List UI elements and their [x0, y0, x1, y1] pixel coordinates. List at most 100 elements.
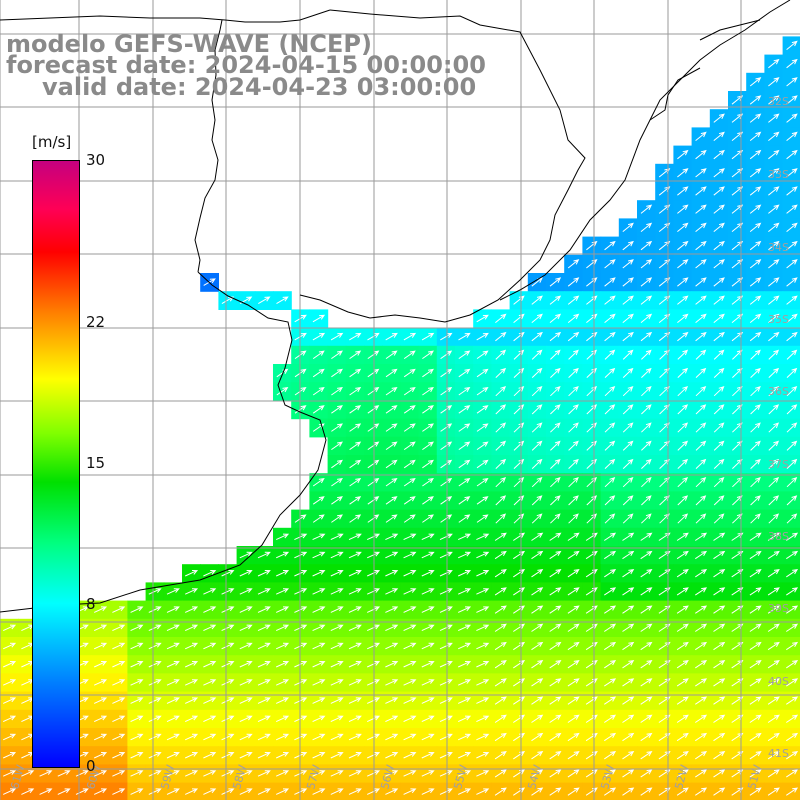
wind-vector-arrow: [385, 770, 399, 777]
wind-vector-arrow: [549, 751, 562, 760]
wind-vector-arrow: [440, 477, 453, 487]
wind-vector-arrow: [312, 661, 326, 668]
wind-vector-arrow: [494, 587, 507, 596]
wind-vector-arrow: [422, 368, 434, 378]
wind-vector-arrow: [550, 495, 561, 506]
wind-vector-arrow: [148, 606, 162, 613]
wind-vector-arrow: [221, 642, 235, 650]
wind-vector-arrow: [349, 496, 362, 505]
wind-vector-arrow: [239, 788, 253, 795]
wind-vector-arrow: [312, 570, 326, 577]
wind-vector-arrow: [312, 733, 326, 741]
wind-vector-arrow: [184, 606, 199, 613]
wind-vector-arrow: [440, 496, 453, 505]
wind-vector-arrow: [749, 295, 762, 305]
wind-vector-arrow: [768, 186, 780, 196]
longitude-labels: 61W 60W 59W 58W 57W 56W 55W 54W 53W 52W 51W: [8, 763, 764, 791]
wind-vector-arrow: [239, 606, 253, 613]
wind-vector-arrow: [257, 679, 271, 686]
wind-vector-arrow: [148, 679, 162, 686]
wind-vector-arrow: [531, 440, 543, 451]
wind-vector-arrow: [513, 349, 525, 360]
wind-vector-arrow: [713, 532, 726, 541]
wind-vector-arrow: [695, 331, 707, 342]
longitude-label: 54W: [525, 763, 544, 791]
wind-vector-arrow: [640, 550, 653, 560]
wind-vector-arrow: [367, 386, 380, 396]
wind-vector-arrow: [549, 714, 562, 723]
wind-vector-arrow: [640, 259, 653, 269]
wind-vector-arrow: [586, 313, 598, 323]
wind-vector-arrow: [768, 422, 780, 433]
wind-vector-arrow: [640, 623, 653, 632]
wind-vector-arrow: [568, 458, 579, 469]
wind-vector-arrow: [476, 332, 489, 341]
wind-vector-arrow: [331, 496, 343, 505]
wind-vector-arrow: [604, 404, 616, 415]
wind-vector-arrow: [421, 770, 435, 777]
wind-vector-arrow: [403, 496, 416, 505]
wind-vector-arrow: [476, 733, 490, 741]
wind-vector-arrow: [494, 532, 507, 541]
wind-vector-arrow: [367, 496, 380, 505]
wind-vector-arrow: [330, 770, 344, 777]
wind-vector-arrow: [713, 477, 725, 488]
wind-vector-arrow: [348, 551, 362, 559]
wind-vector-arrow: [457, 752, 472, 759]
wind-vector-arrow: [768, 458, 780, 469]
wind-vector-arrow: [604, 477, 616, 488]
wind-vector-arrow: [622, 259, 634, 269]
wind-vector-arrow: [622, 751, 635, 760]
wind-vector-arrow: [366, 715, 381, 723]
wind-vector-arrow: [604, 313, 616, 323]
wind-vector-arrow: [676, 769, 689, 778]
wind-vector-arrow: [130, 770, 144, 777]
wind-vector-arrow: [112, 752, 126, 759]
wind-vector-arrow: [604, 240, 616, 251]
wind-vector-arrow: [767, 660, 780, 669]
wind-vector-arrow: [695, 513, 707, 524]
wind-vector-arrow: [622, 422, 634, 433]
wind-vector-arrow: [695, 477, 707, 488]
wind-vector-arrow: [349, 441, 362, 451]
wind-vector-arrow: [21, 770, 35, 777]
wind-vector-arrow: [331, 386, 343, 396]
wind-vector-arrow: [476, 697, 490, 704]
wind-vector-arrow: [622, 641, 635, 651]
wind-vector-arrow: [403, 733, 417, 741]
wind-vector-arrow: [767, 569, 780, 578]
wind-vector-arrow: [366, 679, 381, 686]
wind-vector-arrow: [203, 752, 217, 759]
wind-vector-arrow: [239, 752, 253, 759]
wind-vector-arrow: [184, 570, 199, 577]
wind-vector-arrow: [184, 715, 199, 723]
wind-vector-arrow: [457, 606, 472, 613]
wind-vector-arrow: [622, 222, 634, 232]
wind-vector-arrow: [421, 679, 435, 686]
wind-vector-arrow: [330, 570, 344, 577]
wind-vector-arrow: [166, 606, 180, 613]
wind-vector-arrow: [458, 441, 471, 451]
wind-vector-arrow: [604, 641, 617, 651]
wind-vector-arrow: [567, 331, 580, 342]
wind-vector-arrow: [495, 349, 507, 360]
wind-vector-arrow: [767, 641, 780, 651]
wind-vector-arrow: [641, 477, 652, 488]
wind-vector-arrow: [440, 405, 453, 414]
wind-vector-arrow: [312, 770, 326, 777]
wind-vector-arrow: [677, 349, 689, 360]
wind-vector-arrow: [622, 440, 634, 451]
wind-vector-arrow: [713, 422, 725, 433]
wind-vector-arrow: [476, 624, 490, 632]
wind-vector-arrow: [367, 459, 380, 469]
wind-vector-arrow: [166, 770, 180, 777]
wind-vector-arrow: [348, 606, 362, 613]
wind-vector-arrow: [184, 588, 199, 595]
wind-vector-arrow: [257, 642, 271, 650]
wind-vector-arrow: [130, 642, 144, 650]
longitude-label: 59W: [158, 763, 177, 791]
wind-vector-arrow: [568, 422, 579, 433]
wind-vector-arrow: [750, 440, 761, 451]
wind-vector-arrow: [695, 313, 707, 323]
